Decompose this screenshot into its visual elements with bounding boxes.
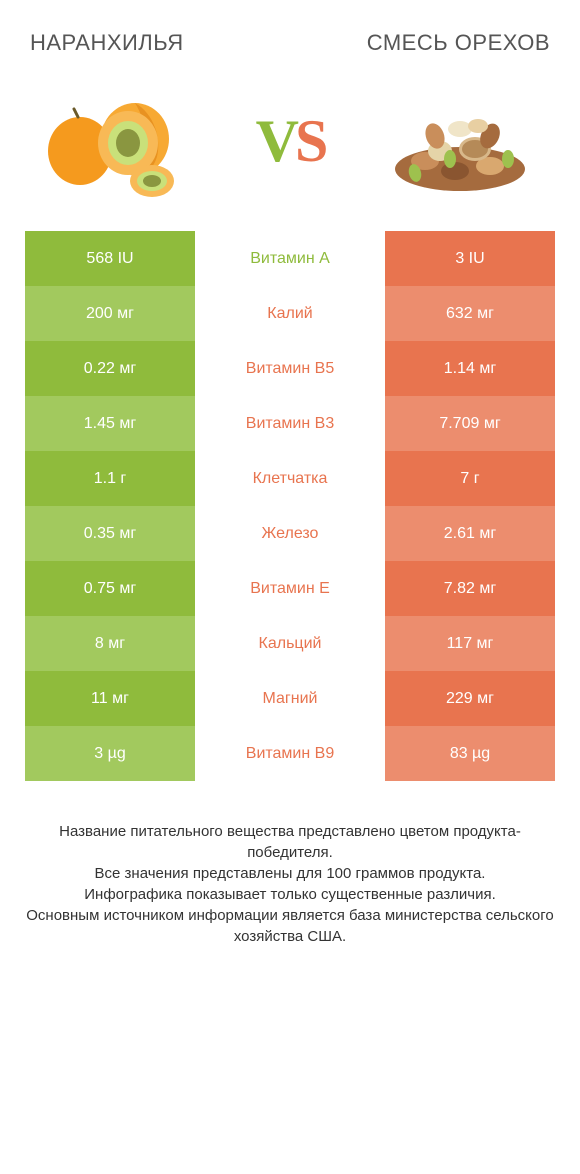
right-value: 1.14 мг (385, 341, 555, 396)
table-row: 3 µgВитамин B983 µg (25, 726, 555, 781)
left-value: 0.35 мг (25, 506, 195, 561)
nutrient-label: Кальций (195, 616, 385, 671)
footer-line: Название питательного вещества представл… (25, 821, 555, 863)
product-right-title: СМЕСЬ ОРЕХОВ (367, 30, 550, 56)
header: НАРАНХИЛЬЯ СМЕСЬ ОРЕХОВ (0, 0, 580, 66)
footer-notes: Название питательного вещества представл… (0, 781, 580, 947)
product-right-image (380, 76, 540, 206)
table-row: 0.35 мгЖелезо2.61 мг (25, 506, 555, 561)
table-row: 1.45 мгВитамин B37.709 мг (25, 396, 555, 451)
table-row: 568 IUВитамин A3 IU (25, 231, 555, 286)
right-value: 7.82 мг (385, 561, 555, 616)
left-value: 0.22 мг (25, 341, 195, 396)
left-value: 200 мг (25, 286, 195, 341)
right-value: 117 мг (385, 616, 555, 671)
left-value: 568 IU (25, 231, 195, 286)
comparison-table: 568 IUВитамин A3 IU200 мгКалий632 мг0.22… (0, 231, 580, 781)
left-value: 3 µg (25, 726, 195, 781)
vs-row: VS (0, 66, 580, 231)
right-value: 7.709 мг (385, 396, 555, 451)
footer-line: Все значения представлены для 100 граммо… (25, 863, 555, 884)
table-row: 0.75 мгВитамин E7.82 мг (25, 561, 555, 616)
vs-label: VS (256, 107, 325, 176)
left-value: 1.1 г (25, 451, 195, 506)
left-value: 1.45 мг (25, 396, 195, 451)
right-value: 7 г (385, 451, 555, 506)
right-value: 83 µg (385, 726, 555, 781)
footer-line: Инфографика показывает только существенн… (25, 884, 555, 905)
table-row: 0.22 мгВитамин B51.14 мг (25, 341, 555, 396)
nutrient-label: Витамин B9 (195, 726, 385, 781)
nutrient-label: Железо (195, 506, 385, 561)
nutrient-label: Витамин E (195, 561, 385, 616)
vs-v: V (256, 108, 295, 174)
right-value: 3 IU (385, 231, 555, 286)
left-value: 0.75 мг (25, 561, 195, 616)
table-row: 200 мгКалий632 мг (25, 286, 555, 341)
product-left-image (40, 76, 200, 206)
right-value: 229 мг (385, 671, 555, 726)
table-row: 1.1 гКлетчатка7 г (25, 451, 555, 506)
nutrient-label: Калий (195, 286, 385, 341)
nutrient-label: Витамин B5 (195, 341, 385, 396)
right-value: 632 мг (385, 286, 555, 341)
footer-line: Основным источником информации является … (25, 905, 555, 947)
left-value: 8 мг (25, 616, 195, 671)
vs-s: S (295, 108, 324, 174)
left-value: 11 мг (25, 671, 195, 726)
nutrient-label: Витамин A (195, 231, 385, 286)
right-value: 2.61 мг (385, 506, 555, 561)
nutrient-label: Витамин B3 (195, 396, 385, 451)
nutrient-label: Клетчатка (195, 451, 385, 506)
nutrient-label: Магний (195, 671, 385, 726)
table-row: 11 мгМагний229 мг (25, 671, 555, 726)
product-left-title: НАРАНХИЛЬЯ (30, 30, 184, 56)
table-row: 8 мгКальций117 мг (25, 616, 555, 671)
